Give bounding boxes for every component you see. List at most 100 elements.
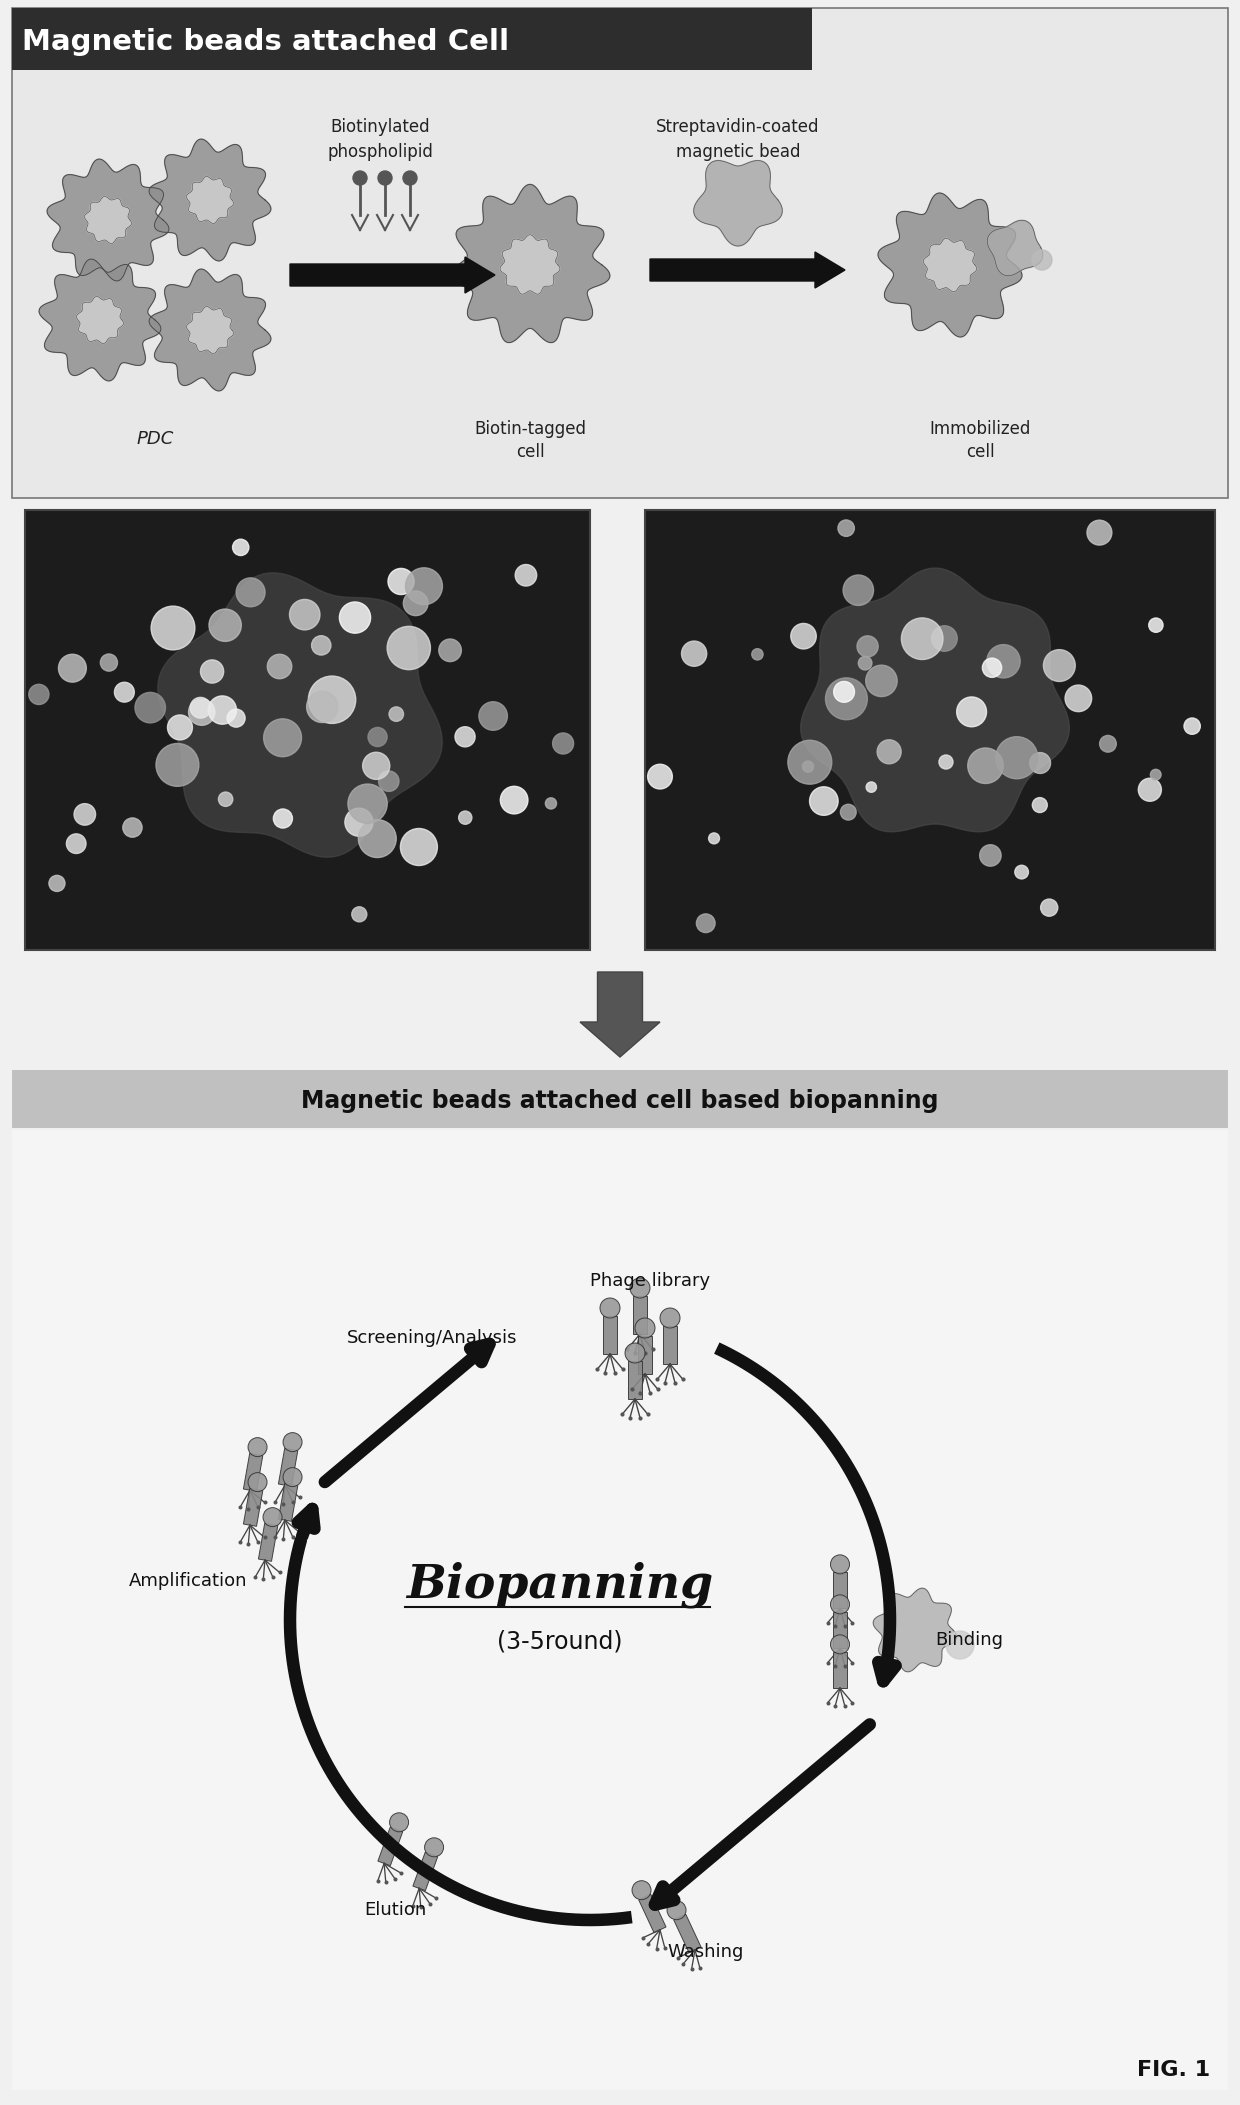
Polygon shape xyxy=(878,194,1022,337)
Text: Magnetic beads attached cell based biopanning: Magnetic beads attached cell based biopa… xyxy=(301,1088,939,1114)
Polygon shape xyxy=(924,238,977,293)
Circle shape xyxy=(283,1434,303,1452)
Circle shape xyxy=(403,592,428,615)
Text: Amplification: Amplification xyxy=(129,1572,247,1591)
Circle shape xyxy=(309,676,356,724)
Polygon shape xyxy=(149,139,270,261)
Circle shape xyxy=(135,693,165,722)
Circle shape xyxy=(939,756,954,768)
Circle shape xyxy=(1138,779,1162,802)
Polygon shape xyxy=(603,1316,618,1354)
Circle shape xyxy=(667,1901,686,1920)
Circle shape xyxy=(358,819,397,857)
Circle shape xyxy=(67,834,86,853)
Circle shape xyxy=(546,798,557,808)
Polygon shape xyxy=(258,1524,278,1562)
Circle shape xyxy=(378,171,392,185)
Circle shape xyxy=(996,737,1038,779)
Polygon shape xyxy=(186,177,233,223)
Circle shape xyxy=(455,726,475,747)
Circle shape xyxy=(368,728,387,747)
Polygon shape xyxy=(149,269,270,392)
Circle shape xyxy=(1065,684,1091,711)
Circle shape xyxy=(268,655,291,678)
Circle shape xyxy=(353,171,367,185)
FancyBboxPatch shape xyxy=(12,1130,1228,2090)
Circle shape xyxy=(264,718,301,756)
Circle shape xyxy=(660,1307,680,1328)
Circle shape xyxy=(190,697,211,718)
Circle shape xyxy=(515,564,537,585)
Polygon shape xyxy=(450,185,610,343)
FancyBboxPatch shape xyxy=(12,8,1228,499)
Polygon shape xyxy=(833,1612,847,1648)
Circle shape xyxy=(362,751,389,779)
Circle shape xyxy=(901,619,942,659)
FancyBboxPatch shape xyxy=(12,1069,1228,1128)
Circle shape xyxy=(833,682,854,703)
Circle shape xyxy=(227,709,246,726)
Circle shape xyxy=(625,1343,645,1364)
Circle shape xyxy=(1014,865,1028,880)
Circle shape xyxy=(236,579,265,606)
Circle shape xyxy=(401,829,438,865)
FancyArrow shape xyxy=(290,257,495,293)
Circle shape xyxy=(802,762,813,773)
Polygon shape xyxy=(833,1572,847,1608)
Text: Phage library: Phage library xyxy=(590,1271,711,1290)
Text: Streptavidin-coated: Streptavidin-coated xyxy=(656,118,820,137)
Circle shape xyxy=(843,575,873,606)
Circle shape xyxy=(1148,619,1163,632)
Circle shape xyxy=(858,657,872,669)
Polygon shape xyxy=(378,1827,403,1865)
Text: Washing: Washing xyxy=(667,1943,744,1962)
Circle shape xyxy=(48,876,64,890)
Circle shape xyxy=(987,644,1021,678)
Circle shape xyxy=(100,655,118,671)
Circle shape xyxy=(218,791,233,806)
Circle shape xyxy=(348,783,387,823)
Text: (3-5round): (3-5round) xyxy=(497,1629,622,1655)
Circle shape xyxy=(29,684,48,705)
Circle shape xyxy=(378,770,399,791)
Circle shape xyxy=(1184,718,1200,735)
Circle shape xyxy=(1043,650,1075,682)
Polygon shape xyxy=(639,1337,652,1375)
Circle shape xyxy=(263,1507,281,1526)
Polygon shape xyxy=(500,236,560,295)
Polygon shape xyxy=(77,297,124,343)
Circle shape xyxy=(826,678,867,720)
Polygon shape xyxy=(47,160,169,280)
Circle shape xyxy=(1087,520,1112,545)
Circle shape xyxy=(857,636,878,657)
Polygon shape xyxy=(693,160,782,246)
Circle shape xyxy=(283,1467,303,1486)
Text: Biopanning: Biopanning xyxy=(407,1562,713,1608)
Polygon shape xyxy=(279,1484,298,1522)
Circle shape xyxy=(1029,754,1050,773)
Text: Binding: Binding xyxy=(935,1631,1003,1648)
Circle shape xyxy=(273,808,293,827)
Circle shape xyxy=(630,1278,650,1299)
Circle shape xyxy=(632,1880,651,1899)
Circle shape xyxy=(352,907,367,922)
Circle shape xyxy=(982,659,1002,678)
Circle shape xyxy=(877,739,901,764)
Circle shape xyxy=(248,1438,267,1457)
Circle shape xyxy=(500,787,528,815)
Circle shape xyxy=(389,1812,408,1831)
Circle shape xyxy=(1100,735,1116,751)
Text: Biotinylated: Biotinylated xyxy=(330,118,430,137)
Circle shape xyxy=(306,690,337,722)
Circle shape xyxy=(248,1474,267,1492)
Text: Biotin-tagged: Biotin-tagged xyxy=(474,421,587,438)
Circle shape xyxy=(600,1299,620,1318)
Text: cell: cell xyxy=(516,442,544,461)
Circle shape xyxy=(1040,899,1058,916)
Polygon shape xyxy=(663,1326,677,1364)
Circle shape xyxy=(957,697,987,726)
Circle shape xyxy=(838,520,854,537)
Circle shape xyxy=(74,804,95,825)
Circle shape xyxy=(553,733,574,754)
Circle shape xyxy=(388,568,414,594)
